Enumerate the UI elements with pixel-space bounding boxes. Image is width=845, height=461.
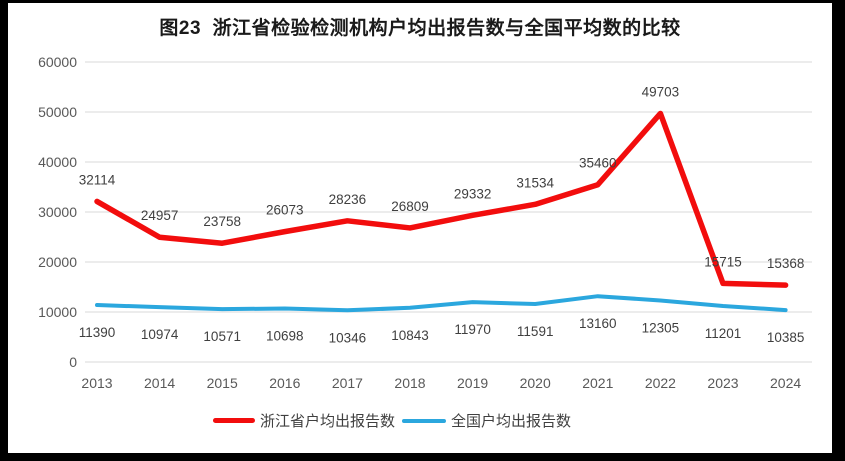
- y-axis-tick-label: 0: [69, 354, 77, 370]
- y-axis-tick-label: 30000: [38, 204, 77, 220]
- legend-swatch-zhejiang: [212, 418, 255, 423]
- data-label: 11201: [705, 326, 742, 341]
- data-label: 24957: [141, 208, 179, 223]
- x-axis-tick-label: 2018: [394, 375, 425, 391]
- data-label: 32114: [79, 172, 116, 187]
- x-axis-tick-label: 2023: [707, 375, 738, 391]
- chart-title: 图23 浙江省检验检测机构户均出报告数与全国平均数的比较: [159, 18, 681, 39]
- x-axis-tick-label: 2024: [770, 375, 801, 391]
- data-label: 31534: [516, 175, 554, 190]
- y-axis-tick-label: 40000: [38, 154, 77, 170]
- x-axis-tick-label: 2021: [582, 375, 613, 391]
- y-axis-tick-label: 20000: [38, 254, 77, 270]
- data-label: 10974: [141, 327, 179, 342]
- legend-label-national: 全国户均出报告数: [451, 413, 572, 430]
- chart-legend: 浙江省户均出报告数 全国户均出报告数: [212, 410, 571, 431]
- data-label: 11970: [454, 322, 491, 337]
- line-chart-plot: 0 10000 20000 30000 40000 50000 60000 2013 2014 2…: [38, 54, 812, 391]
- data-label: 10571: [203, 329, 241, 344]
- legend-swatch-national: [402, 418, 446, 423]
- data-label: 13160: [579, 316, 617, 331]
- data-label: 10698: [266, 329, 304, 344]
- x-axis-tick-label: 2013: [81, 375, 112, 391]
- data-label: 11591: [517, 324, 554, 339]
- data-label: 15368: [767, 256, 805, 271]
- data-label: 10385: [767, 330, 805, 345]
- x-axis-tick-label: 2020: [520, 375, 551, 391]
- x-axis-tick-label: 2015: [207, 375, 238, 391]
- data-label: 29332: [454, 186, 492, 201]
- legend-item-national: 全国户均出报告数: [402, 410, 571, 431]
- data-label: 35460: [579, 156, 617, 171]
- y-axis-tick-label: 50000: [38, 104, 77, 120]
- x-axis-tick-label: 2016: [269, 375, 300, 391]
- data-label: 28236: [329, 192, 367, 207]
- data-label: 11390: [79, 325, 116, 340]
- data-label: 26809: [391, 199, 429, 214]
- data-label: 12305: [642, 320, 680, 335]
- data-label: 26073: [266, 203, 304, 218]
- x-axis-tick-label: 2014: [144, 375, 175, 391]
- data-label: 10843: [391, 328, 429, 343]
- chart-canvas: 图23 浙江省检验检测机构户均出报告数与全国平均数的比较 0 10000 20000…: [8, 3, 832, 453]
- data-label: 23758: [203, 214, 241, 229]
- x-axis-tick-label: 2019: [457, 375, 488, 391]
- data-label: 15715: [704, 254, 742, 269]
- data-label: 10346: [329, 330, 367, 345]
- series-line-national: [95, 294, 788, 313]
- series-line-zhejiang: [94, 110, 789, 288]
- legend-label-zhejiang: 浙江省户均出报告数: [259, 413, 395, 430]
- data-label: 49703: [642, 84, 680, 99]
- y-axis-tick-label: 10000: [38, 304, 77, 320]
- legend-item-zhejiang: 浙江省户均出报告数: [212, 410, 395, 431]
- x-axis-tick-label: 2017: [332, 375, 363, 391]
- y-axis-tick-label: 60000: [38, 54, 77, 70]
- x-axis-tick-label: 2022: [645, 375, 676, 391]
